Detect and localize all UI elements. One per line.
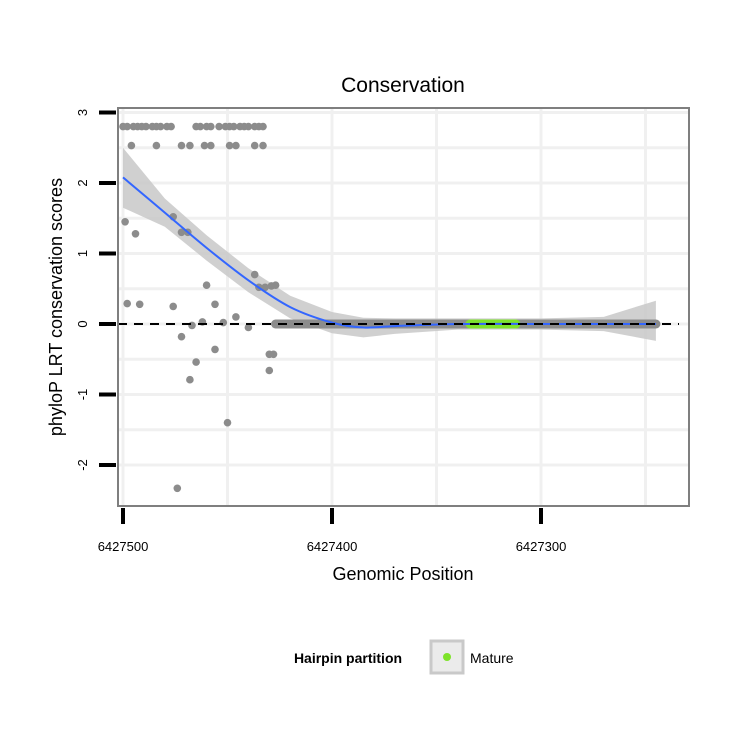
data-point-46 xyxy=(244,323,253,332)
confidence-band-area xyxy=(123,147,656,341)
data-point-54 xyxy=(271,281,280,290)
data-point-44 xyxy=(211,300,219,309)
data-point-28 xyxy=(186,141,194,150)
data-points xyxy=(119,122,280,493)
x-tick-label-1: 6427400 xyxy=(307,539,358,554)
x-tick-label-2: 6427300 xyxy=(516,539,567,554)
data-point-8 xyxy=(156,122,165,131)
y-tick-label-2: 0 xyxy=(75,320,90,327)
data-point-63 xyxy=(265,366,274,375)
data-point-21 xyxy=(244,122,253,131)
data-point-41 xyxy=(135,300,144,309)
data-point-29 xyxy=(200,141,209,150)
data-point-52 xyxy=(261,283,269,292)
data-point-32 xyxy=(232,141,240,150)
y-tick-label-0: -2 xyxy=(75,459,90,471)
data-point-37 xyxy=(131,230,140,238)
y-axis: -2 -1 0 1 2 3 xyxy=(75,109,116,471)
data-point-26 xyxy=(152,141,161,150)
data-point-33 xyxy=(250,141,259,150)
plot-border xyxy=(117,107,690,507)
data-point-25 xyxy=(127,141,136,150)
data-point-40 xyxy=(123,299,131,308)
data-point-47 xyxy=(219,318,228,327)
plot-panel xyxy=(118,108,689,506)
data-point-58 xyxy=(211,345,219,354)
y-axis-title: phyloP LRT conservation scores xyxy=(46,178,66,436)
legend-title: Hairpin partition xyxy=(294,650,402,666)
data-point-48 xyxy=(188,321,196,330)
chart-title: Conservation xyxy=(341,74,465,97)
data-point-60 xyxy=(173,484,182,493)
data-point-57 xyxy=(186,375,194,384)
data-point-10 xyxy=(167,122,175,131)
data-point-12 xyxy=(196,122,205,131)
y-tick-label-3: 1 xyxy=(75,250,90,257)
legend: Hairpin partition Mature xyxy=(294,639,514,675)
data-point-14 xyxy=(207,122,215,131)
smooth-line xyxy=(122,176,656,329)
data-point-24 xyxy=(259,122,267,131)
data-point-59 xyxy=(223,418,232,427)
legend-key-dot xyxy=(443,653,451,661)
y-tick-label-1: -1 xyxy=(75,389,90,401)
data-point-55 xyxy=(177,332,186,341)
data-point-62 xyxy=(269,350,278,359)
data-point-5 xyxy=(142,122,150,131)
smooth-curve xyxy=(122,176,656,329)
legend-label-mature: Mature xyxy=(470,650,514,666)
data-point-30 xyxy=(207,141,215,150)
data-point-43 xyxy=(202,281,211,290)
data-point-31 xyxy=(225,141,234,150)
data-point-45 xyxy=(232,313,240,321)
confidence-band xyxy=(123,147,656,341)
x-axis: 6427500 6427400 6427300 xyxy=(98,508,567,554)
data-point-27 xyxy=(177,141,186,150)
data-point-1 xyxy=(123,122,131,131)
data-point-38 xyxy=(177,228,186,237)
y-tick-label-5: 3 xyxy=(75,109,90,116)
data-point-50 xyxy=(250,270,259,279)
data-point-35 xyxy=(121,218,129,226)
data-point-42 xyxy=(169,302,177,311)
x-axis-title: Genomic Position xyxy=(332,564,473,584)
data-point-18 xyxy=(230,122,238,131)
data-point-56 xyxy=(192,358,200,366)
x-tick-label-0: 6427500 xyxy=(98,539,149,554)
data-point-15 xyxy=(215,122,223,131)
y-tick-label-4: 2 xyxy=(75,179,90,186)
data-point-34 xyxy=(259,141,267,150)
